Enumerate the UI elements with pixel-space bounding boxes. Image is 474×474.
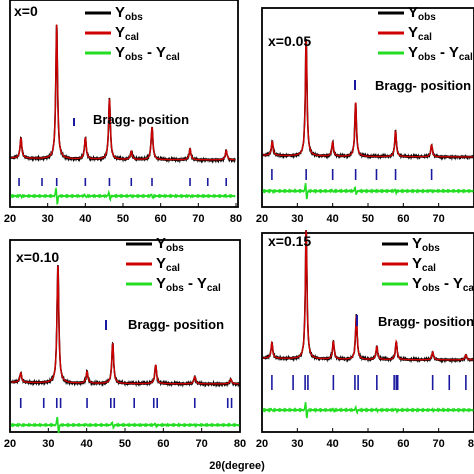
x-tick-label: 60	[397, 213, 409, 225]
series-y-cal	[263, 39, 474, 158]
x-tick-label: 40	[327, 438, 339, 450]
panel-label: x=0.10	[16, 249, 59, 265]
series-y-cal	[263, 230, 474, 361]
legend-entry-obs: Yobs	[156, 235, 184, 254]
legend-entry-cal: Ycal	[156, 255, 180, 274]
x-tick-label: 30	[291, 438, 303, 450]
bragg-legend-label: Bragg- position	[378, 314, 474, 329]
x-tick-label: 80	[230, 213, 242, 225]
series-y-diff	[10, 186, 236, 206]
panel-label: x=0	[14, 3, 38, 19]
panel-label: x=0.15	[268, 233, 311, 249]
bragg-legend-label: Bragg- position	[93, 112, 189, 127]
legend-entry-diff: Yobs - Ycal	[412, 275, 474, 294]
legend-entry-obs: Yobs	[412, 235, 440, 254]
x-tick-label: 50	[119, 438, 131, 450]
legend-entry-diff: Yobs - Ycal	[115, 44, 180, 63]
x-tick-label: 50	[362, 438, 374, 450]
x-tick-label: 50	[362, 213, 374, 225]
x-tick-label: 30	[42, 213, 54, 225]
panel-label: x=0.05	[268, 33, 311, 49]
series-y-diff	[262, 183, 474, 200]
x-tick-label: 20	[256, 213, 268, 225]
x-tick-label: 70	[196, 438, 208, 450]
x-tick-label: 50	[117, 213, 129, 225]
x-tick-label: 80	[234, 438, 246, 450]
series-y-diff	[262, 402, 474, 419]
bragg-legend-label: Bragg- position	[375, 78, 471, 93]
series-y-cal	[11, 265, 239, 385]
x-tick-label: 60	[157, 438, 169, 450]
x-tick-label: 20	[256, 438, 268, 450]
panel-x0: 20 30 40 50 60 70 80 Bragg- position x=0 YobsYcal…	[4, 0, 242, 225]
legend-entry-cal: Ycal	[115, 24, 139, 43]
series-y-diff	[10, 416, 240, 434]
legend-entry-diff: Yobs - Ycal	[408, 44, 473, 63]
x-tick-label: 80	[468, 438, 474, 450]
legend-entry-cal: Ycal	[408, 24, 432, 43]
x-axis-label: 2θ(degree)	[209, 460, 265, 472]
x-tick-label: 70	[192, 213, 204, 225]
panel-frame	[9, 0, 239, 208]
series-y-cal	[11, 24, 235, 161]
legend-entry-obs: Yobs	[115, 4, 143, 23]
x-tick-label: 30	[42, 438, 54, 450]
x-tick-label: 40	[79, 213, 91, 225]
x-tick-label: 30	[291, 213, 303, 225]
x-tick-label: 40	[81, 438, 93, 450]
panel-frame	[261, 232, 474, 433]
legend-entry-diff: Yobs - Ycal	[156, 275, 221, 294]
x-tick-label: 60	[397, 438, 409, 450]
legend-entry-obs: Yobs	[408, 4, 436, 23]
panel-x005: 20 30 40 50 60 70 Bragg- position x=0.05 YobsYca…	[256, 4, 474, 225]
x-tick-label: 60	[155, 213, 167, 225]
x-tick-label: 20	[4, 438, 16, 450]
x-tick-label: 20	[4, 213, 16, 225]
legend-entry-cal: Ycal	[412, 255, 436, 274]
series-y-obs	[262, 230, 474, 364]
x-tick-label: 70	[433, 438, 445, 450]
bragg-legend-label: Bragg- position	[128, 317, 224, 332]
x-tick-label: 70	[433, 213, 445, 225]
x-tick-label: 40	[327, 213, 339, 225]
